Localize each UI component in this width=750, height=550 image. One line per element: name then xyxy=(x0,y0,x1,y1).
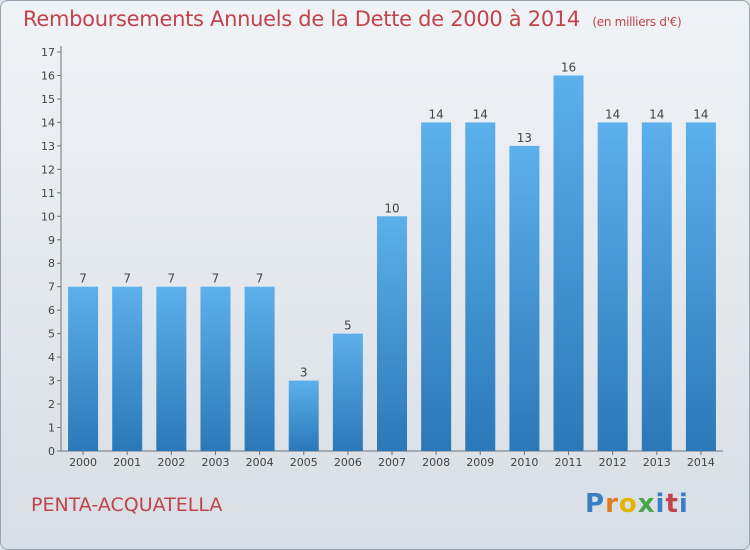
logo-letter: r xyxy=(605,489,619,519)
bar xyxy=(377,216,407,451)
y-tick-label: 12 xyxy=(41,163,55,176)
data-label: 3 xyxy=(300,366,308,380)
x-tick-label: 2007 xyxy=(378,456,406,469)
x-tick-label: 2012 xyxy=(599,456,627,469)
x-tick-label: 2009 xyxy=(466,456,494,469)
y-tick-label: 2 xyxy=(48,398,55,411)
chart-title-text: Remboursements Annuels de la Dette de 20… xyxy=(23,7,580,31)
logo-letter: x xyxy=(637,489,656,519)
proxiti-logo: Proxiti xyxy=(585,489,689,519)
bar xyxy=(641,122,672,451)
data-label: 13 xyxy=(517,131,532,145)
y-tick-label: 14 xyxy=(41,116,55,129)
y-tick-label: 3 xyxy=(48,375,55,388)
bar xyxy=(421,122,452,451)
y-tick-label: 16 xyxy=(41,69,55,82)
y-tick-label: 11 xyxy=(41,187,55,200)
logo-letter: i xyxy=(678,489,689,519)
bar xyxy=(244,286,275,451)
data-label: 7 xyxy=(168,272,176,286)
commune-name: PENTA-ACQUATELLA xyxy=(31,494,223,516)
x-tick-label: 2003 xyxy=(201,456,229,469)
x-tick-label: 2004 xyxy=(246,456,274,469)
bar xyxy=(156,286,187,451)
bar xyxy=(465,122,496,451)
bar xyxy=(68,286,99,451)
x-tick-label: 2000 xyxy=(69,456,97,469)
data-label: 10 xyxy=(384,201,399,215)
x-tick-label: 2011 xyxy=(555,456,583,469)
data-label: 7 xyxy=(212,272,220,286)
data-label: 7 xyxy=(79,272,87,286)
y-tick-label: 4 xyxy=(48,351,55,364)
bar xyxy=(597,122,628,451)
logo-letter: o xyxy=(618,489,638,519)
data-label: 7 xyxy=(123,272,131,286)
y-tick-label: 10 xyxy=(41,210,55,223)
data-label: 7 xyxy=(256,272,264,286)
y-tick-label: 17 xyxy=(41,46,55,59)
data-label: 14 xyxy=(649,107,664,121)
y-tick-label: 7 xyxy=(48,281,55,294)
x-tick-label: 2010 xyxy=(510,456,538,469)
bar xyxy=(553,75,584,452)
data-label: 14 xyxy=(693,107,708,121)
logo-letter: t xyxy=(665,489,679,519)
x-tick-label: 2005 xyxy=(290,456,318,469)
x-tick-label: 2008 xyxy=(422,456,450,469)
bar xyxy=(685,122,716,451)
x-tick-label: 2006 xyxy=(334,456,362,469)
bar xyxy=(112,286,143,451)
bar xyxy=(200,286,231,451)
data-label: 14 xyxy=(473,107,488,121)
data-label: 14 xyxy=(605,107,620,121)
x-tick-label: 2002 xyxy=(157,456,185,469)
y-tick-label: 9 xyxy=(48,234,55,247)
logo-letter: P xyxy=(585,489,606,519)
y-tick-label: 6 xyxy=(48,304,55,317)
bar xyxy=(332,333,363,451)
y-tick-label: 15 xyxy=(41,93,55,106)
data-label: 14 xyxy=(428,107,443,121)
chart-unit: (en milliers d'€) xyxy=(592,15,682,29)
y-tick-label: 8 xyxy=(48,257,55,270)
x-tick-label: 2014 xyxy=(687,456,715,469)
chart-title: Remboursements Annuels de la Dette de 20… xyxy=(23,7,682,31)
data-label: 16 xyxy=(561,60,576,74)
logo-letter: i xyxy=(655,489,666,519)
bar xyxy=(288,380,319,451)
y-tick-label: 5 xyxy=(48,328,55,341)
y-tick-label: 0 xyxy=(48,445,55,458)
data-label: 5 xyxy=(344,319,352,333)
y-tick-label: 1 xyxy=(48,422,55,435)
x-tick-label: 2013 xyxy=(643,456,671,469)
bar xyxy=(509,145,540,451)
y-tick-label: 13 xyxy=(41,140,55,153)
x-tick-label: 2001 xyxy=(113,456,141,469)
